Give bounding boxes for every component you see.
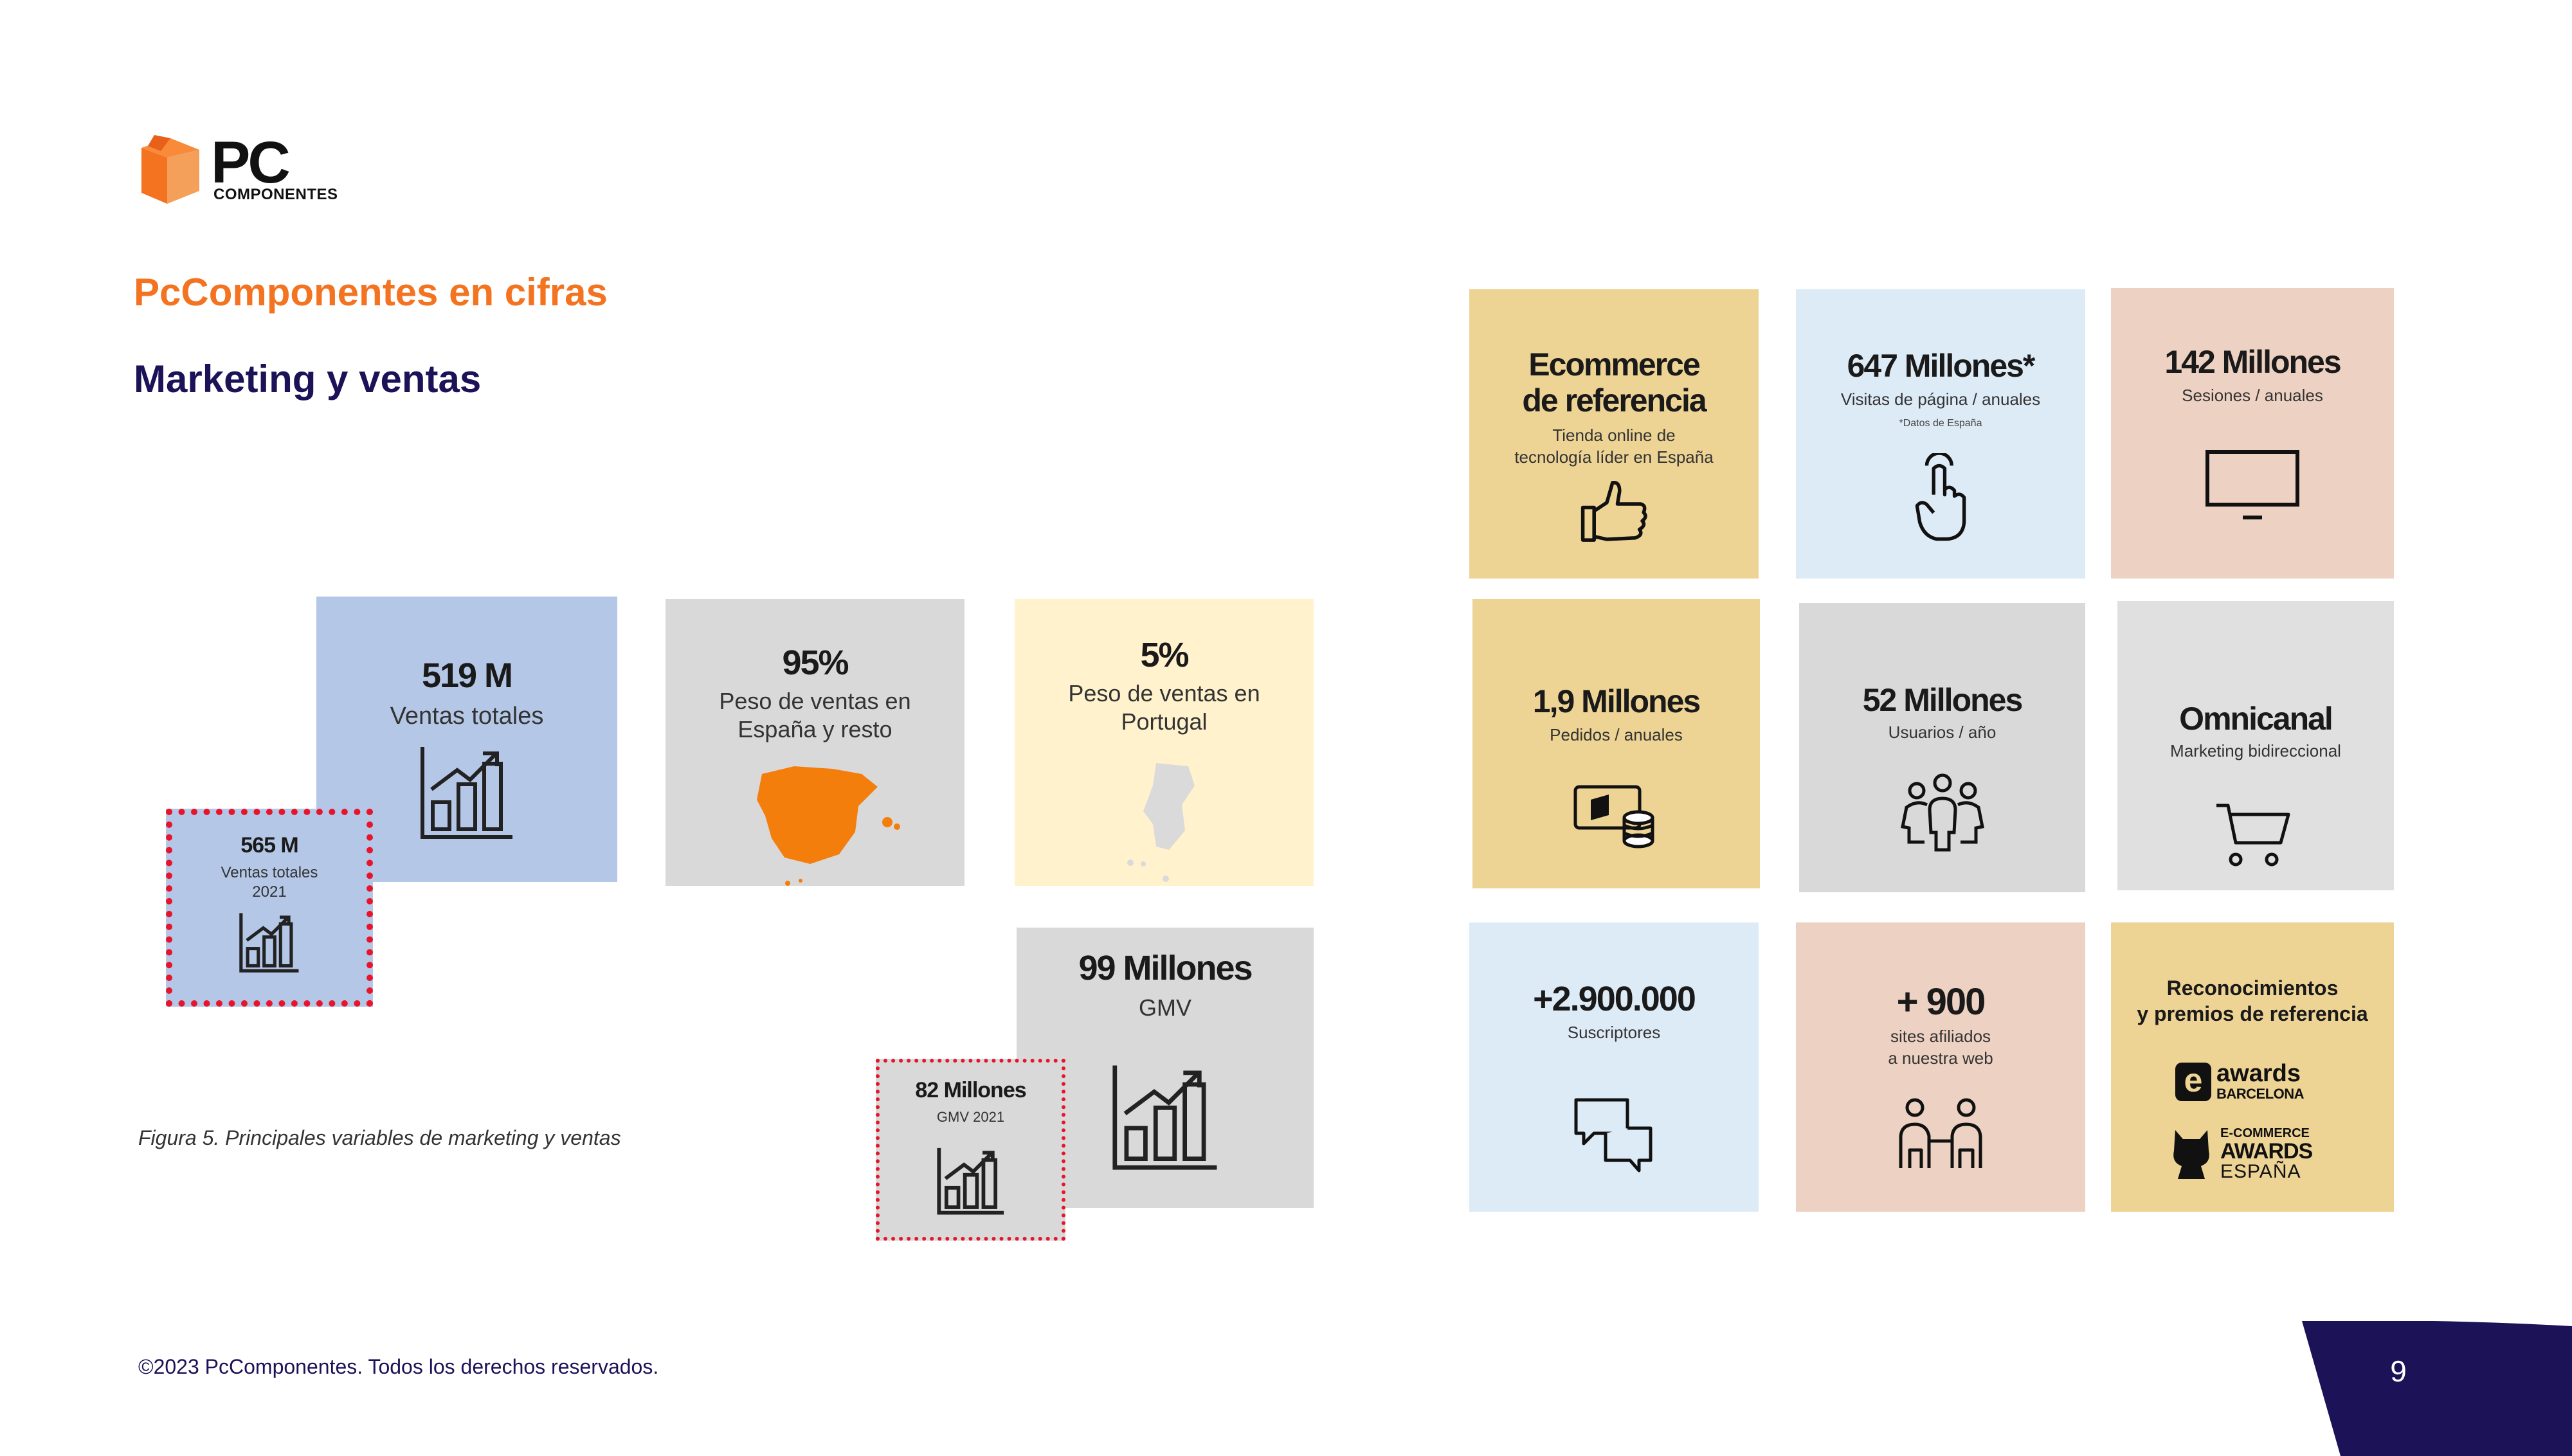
wallet-coins-icon [1573, 785, 1654, 849]
usuarios-label: Usuarios / año [1888, 723, 1997, 742]
gmv-label: GMV [1138, 994, 1191, 1021]
afiliados-value: + 900 [1896, 981, 1986, 1023]
ecommerce-awards-line1: E-COMMERCE [2220, 1126, 2310, 1140]
suscriptores-tile: +2.900.000 Suscriptores [1469, 922, 1759, 1212]
page-subtitle: Marketing y ventas [134, 357, 482, 400]
afiliados-label-1: sites afiliados [1890, 1027, 1991, 1046]
ecommerce-awards-logo: E-COMMERCE AWARDS ESPAÑA [2169, 1125, 2349, 1189]
logo: PC COMPONENTES [135, 130, 341, 209]
spain-map-icon [757, 766, 900, 886]
ventas-label: Ventas totales [390, 703, 544, 730]
ecommerce-title-1: Ecommerce [1528, 346, 1701, 382]
ventas-2021-label: Ventas totales [221, 864, 318, 881]
eawards-logo: e awards BARCELONA [2175, 1060, 2330, 1108]
suscriptores-value: +2.900.000 [1533, 980, 1696, 1018]
suscriptores-label: Suscriptores [1567, 1023, 1661, 1042]
gmv-2021-card: 82 Millones GMV 2021 [876, 1059, 1065, 1241]
logo-text: PC [211, 130, 291, 195]
users-icon [1900, 773, 1984, 852]
portugal-card: 5% Peso de ventas en Portugal [1015, 599, 1314, 886]
espana-label-2: España y resto [738, 716, 892, 742]
growth-chart-icon [936, 1147, 1004, 1215]
thumbs-up-icon [1580, 480, 1647, 542]
ecommerce-awards-line3: ESPAÑA [2220, 1161, 2301, 1182]
omnicanal-value: Omnicanal [2179, 701, 2333, 737]
usuarios-tile: 52 Millones Usuarios / año [1799, 603, 2085, 892]
growth-chart-icon [421, 747, 512, 839]
ventas-2021-year: 2021 [252, 883, 287, 901]
portugal-label-1: Peso de ventas en [1068, 680, 1260, 706]
page-number-tab [2302, 1321, 2572, 1456]
portugal-map-icon [1127, 763, 1195, 882]
gmv-2021-label: GMV 2021 [936, 1109, 1005, 1125]
sesiones-label: Sesiones / anuales [2182, 386, 2323, 405]
eawards-word: awards [2216, 1060, 2301, 1087]
omnicanal-label: Marketing bidireccional [2170, 741, 2341, 760]
espana-value: 95% [782, 643, 849, 682]
monitor-icon [2205, 450, 2299, 519]
pedidos-label: Pedidos / anuales [1550, 725, 1683, 744]
visitas-value: 647 Millones* [1847, 348, 2036, 384]
pedidos-value: 1,9 Millones [1532, 683, 1701, 719]
growth-chart-icon [239, 913, 299, 973]
portugal-label-2: Portugal [1121, 708, 1208, 735]
people-icon [1899, 1098, 1982, 1168]
premios-title-1: Reconocimientos [2166, 976, 2339, 1000]
espana-card: 95% Peso de ventas en España y resto [666, 599, 964, 886]
sesiones-value: 142 Millones [2164, 344, 2341, 380]
ecommerce-title-2: de referencia [1522, 382, 1707, 418]
trophy-cat-icon [2173, 1130, 2209, 1179]
omnicanal-tile: Omnicanal Marketing bidireccional [2117, 601, 2394, 890]
figure-caption: Figura 5. Principales variables de marke… [138, 1126, 621, 1149]
afiliados-tile: + 900 sites afiliados a nuestra web [1796, 922, 2085, 1212]
ecommerce-awards-line2: AWARDS [2220, 1139, 2313, 1164]
premios-tile: Reconocimientos y premios de referencia … [2111, 922, 2394, 1212]
eawards-city: BARCELONA [2216, 1086, 2305, 1102]
gmv-card: 99 Millones GMV [1017, 928, 1314, 1208]
visitas-tile: 647 Millones* Visitas de página / anuale… [1796, 289, 2085, 579]
logo-subtext: COMPONENTES [213, 186, 338, 203]
growth-chart-icon [1112, 1065, 1217, 1170]
portugal-value: 5% [1140, 636, 1189, 674]
premios-title-2: y premios de referencia [2137, 1002, 2368, 1025]
pedidos-tile: 1,9 Millones Pedidos / anuales [1472, 599, 1760, 888]
ecommerce-desc-2: tecnología líder en España [1514, 447, 1714, 467]
ecommerce-desc-1: Tienda online de [1552, 426, 1676, 445]
gmv-value: 99 Millones [1078, 949, 1253, 987]
espana-label-1: Peso de ventas en [719, 688, 911, 714]
eawards-mark: e [2175, 1063, 2211, 1101]
visitas-note: *Datos de España [1899, 418, 1982, 429]
sesiones-tile: 142 Millones Sesiones / anuales [2111, 288, 2394, 579]
ventas-2021-value: 565 M [240, 833, 299, 858]
footer-copyright: ©2023 PcComponentes. Todos los derechos … [138, 1355, 659, 1378]
ventas-2021-card: 565 M Ventas totales 2021 [166, 809, 373, 1007]
visitas-label: Visitas de página / anuales [1840, 390, 2041, 409]
usuarios-value: 52 Millones [1862, 682, 2024, 718]
ecommerce-tile: Ecommerce de referencia Tienda online de… [1469, 289, 1759, 579]
page-title: PcComponentes en cifras [134, 271, 608, 314]
pointer-hand-icon [1915, 453, 1966, 541]
logo-box-icon [141, 135, 199, 204]
afiliados-label-2: a nuestra web [1888, 1048, 1993, 1068]
page-number: 9 [2390, 1354, 2407, 1388]
chat-icon [1574, 1098, 1653, 1173]
gmv-2021-value: 82 Millones [915, 1078, 1026, 1102]
ventas-value: 519 M [421, 656, 513, 695]
cart-icon [2216, 804, 2290, 867]
